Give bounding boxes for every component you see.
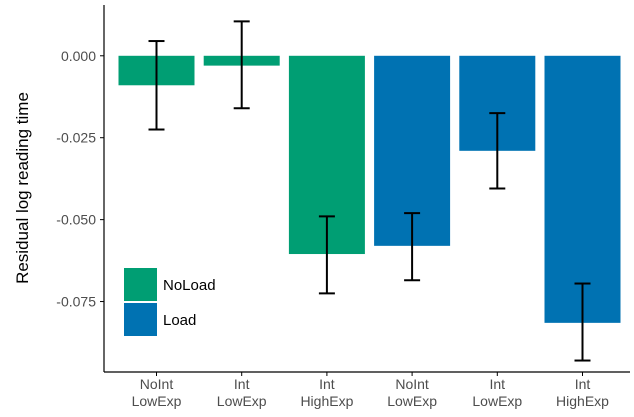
y-tick-label: -0.050	[56, 212, 96, 228]
legend: NoLoad Load	[124, 268, 216, 336]
legend-item: NoLoad	[124, 268, 216, 301]
legend-swatch	[124, 268, 157, 301]
error-bar	[148, 40, 165, 131]
x-tick-label: Int	[234, 376, 250, 392]
x-tick-label: Int	[319, 376, 335, 392]
x-tick-label: Int	[490, 376, 506, 392]
x-ticks-group: NoIntLowExpIntLowExpIntHighExpNoIntLowEx…	[132, 372, 609, 409]
bar	[544, 55, 621, 323]
error-bars-group	[148, 20, 591, 362]
x-tick-label: HighExp	[556, 393, 609, 409]
y-tick-label: -0.075	[56, 294, 96, 310]
legend-item: Load	[124, 303, 196, 336]
x-tick-label: LowExp	[472, 393, 522, 409]
error-bar	[489, 112, 506, 190]
legend-swatch	[124, 303, 157, 336]
x-tick-label: LowExp	[387, 393, 437, 409]
legend-label: NoLoad	[163, 277, 216, 294]
axes	[103, 5, 630, 373]
legend-label: Load	[163, 312, 196, 329]
x-tick-label: LowExp	[132, 393, 182, 409]
error-bar	[574, 282, 591, 362]
error-bar	[233, 20, 250, 110]
x-tick-label: HighExp	[300, 393, 353, 409]
y-tick-label: -0.025	[56, 130, 96, 146]
error-bar	[318, 215, 335, 295]
x-tick-label: NoInt	[140, 376, 174, 392]
x-tick-label: NoInt	[395, 376, 429, 392]
x-tick-label: Int	[575, 376, 591, 392]
x-tick-label: LowExp	[217, 393, 267, 409]
y-axis-title: Residual log reading time	[13, 92, 32, 284]
error-bar	[404, 212, 421, 282]
y-tick-label: 0.000	[61, 48, 96, 64]
y-ticks-group: 0.000 -0.025 -0.050 -0.075	[56, 48, 104, 310]
